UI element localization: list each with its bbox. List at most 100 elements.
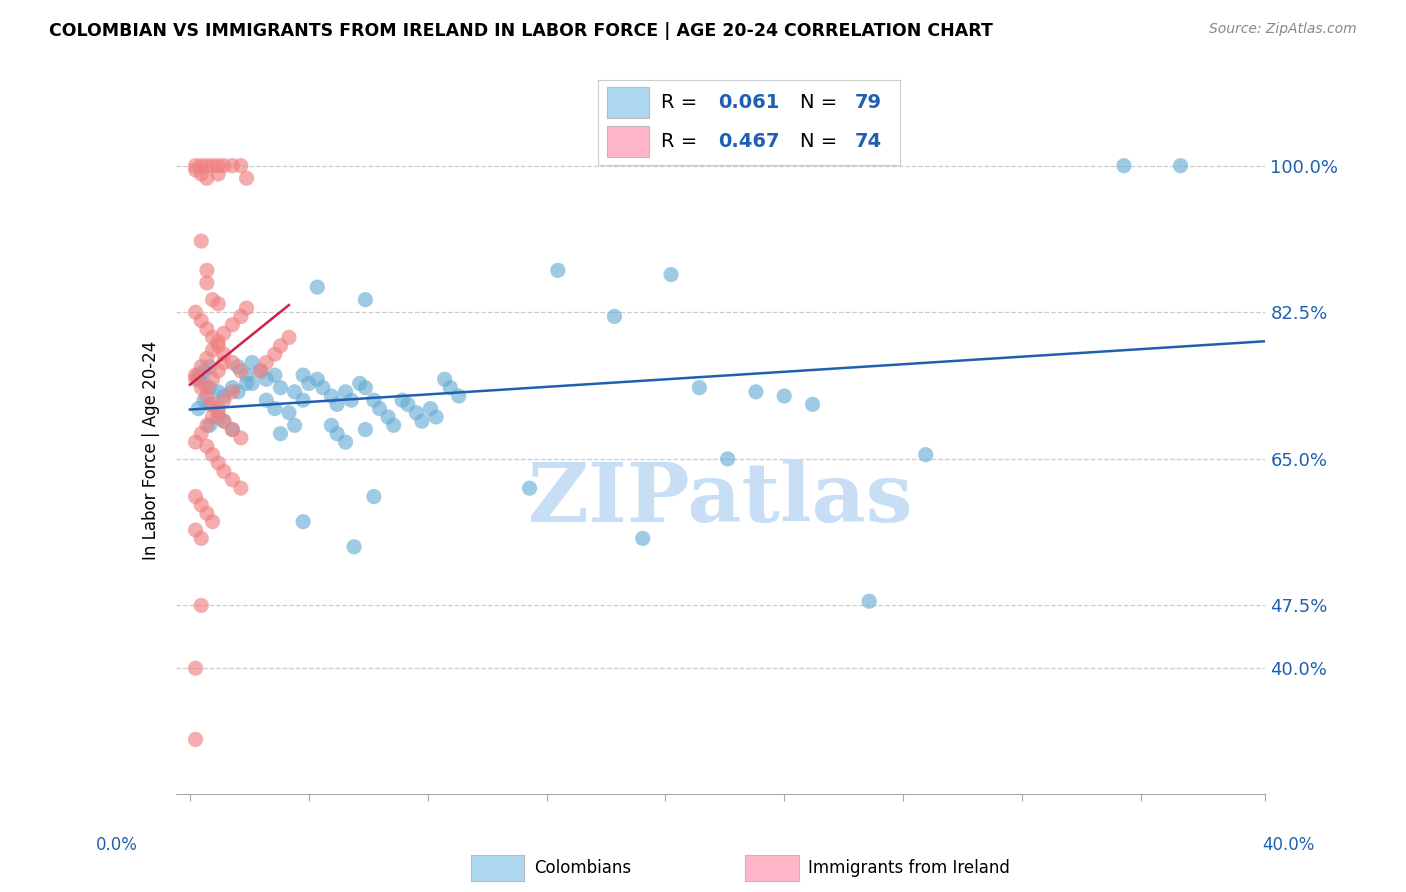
Text: COLOMBIAN VS IMMIGRANTS FROM IRELAND IN LABOR FORCE | AGE 20-24 CORRELATION CHAR: COLOMBIAN VS IMMIGRANTS FROM IRELAND IN … (49, 22, 993, 40)
Point (235, 368, 257, 382)
Point (195, 159, 218, 173)
Point (321, 389, 343, 403)
Point (391, 393, 413, 408)
Text: R =: R = (661, 93, 703, 112)
Point (335, 435, 357, 450)
Point (195, 389, 218, 403)
Point (307, 372, 329, 386)
Point (190, 532, 212, 546)
Point (190, 426, 212, 441)
Point (195, 506, 218, 520)
Point (221, 159, 243, 173)
Point (229, 310, 252, 324)
Point (207, 456, 229, 470)
Point (603, 310, 626, 324)
Point (187, 372, 209, 386)
Point (382, 418, 405, 433)
Point (439, 381, 461, 395)
Point (425, 409, 447, 424)
Point (343, 540, 366, 554)
Point (801, 397, 824, 411)
Point (326, 426, 349, 441)
Point (212, 414, 235, 428)
Point (858, 594, 880, 608)
Point (377, 409, 399, 424)
Point (312, 381, 335, 395)
Point (184, 162, 207, 177)
Point (235, 301, 257, 315)
Point (198, 359, 221, 374)
Point (433, 372, 456, 386)
Point (240, 376, 263, 391)
Point (207, 401, 229, 416)
Point (269, 339, 291, 353)
Text: 40.0%: 40.0% (1263, 836, 1315, 854)
Text: 79: 79 (855, 93, 882, 112)
Point (235, 171, 257, 186)
Point (354, 381, 377, 395)
Point (263, 368, 285, 382)
Point (207, 406, 229, 420)
Y-axis label: In Labor Force | Age 20-24: In Labor Force | Age 20-24 (142, 341, 160, 560)
Point (254, 372, 277, 386)
Point (717, 451, 740, 466)
Point (207, 364, 229, 378)
Point (221, 423, 243, 437)
Point (195, 263, 218, 277)
Point (326, 397, 349, 411)
Text: R =: R = (661, 132, 703, 151)
Point (411, 414, 433, 428)
Point (221, 423, 243, 437)
Point (190, 359, 212, 374)
Point (207, 409, 229, 424)
Point (212, 326, 235, 341)
Point (396, 397, 419, 411)
Point (212, 414, 235, 428)
Point (190, 159, 212, 173)
Text: Colombians: Colombians (534, 859, 631, 877)
Point (207, 159, 229, 173)
Point (195, 276, 218, 290)
Point (419, 401, 441, 416)
Point (349, 376, 371, 391)
Point (226, 384, 249, 399)
Point (354, 423, 377, 437)
Point (184, 372, 207, 386)
Point (198, 381, 221, 395)
Point (221, 381, 243, 395)
Point (207, 297, 229, 311)
Text: N =: N = (800, 132, 844, 151)
Point (278, 406, 301, 420)
Point (631, 532, 654, 546)
Point (269, 426, 291, 441)
Point (207, 334, 229, 349)
Point (773, 389, 796, 403)
Point (201, 397, 224, 411)
Point (363, 393, 385, 408)
Point (207, 384, 229, 399)
Point (292, 368, 315, 382)
Point (249, 364, 271, 378)
Point (201, 515, 224, 529)
Point (201, 343, 224, 357)
Point (278, 330, 301, 344)
Text: N =: N = (800, 93, 844, 112)
Point (340, 393, 363, 408)
Point (447, 389, 470, 403)
Point (193, 393, 215, 408)
Point (184, 661, 207, 675)
Point (201, 330, 224, 344)
Point (335, 384, 357, 399)
Point (229, 431, 252, 445)
Point (195, 322, 218, 336)
Point (201, 159, 224, 173)
Point (184, 523, 207, 537)
Text: 0.467: 0.467 (718, 132, 780, 151)
Point (292, 393, 315, 408)
FancyBboxPatch shape (606, 87, 650, 118)
Text: Immigrants from Ireland: Immigrants from Ireland (808, 859, 1011, 877)
Text: 74: 74 (855, 132, 882, 151)
Point (184, 435, 207, 450)
Point (201, 448, 224, 462)
Point (254, 393, 277, 408)
